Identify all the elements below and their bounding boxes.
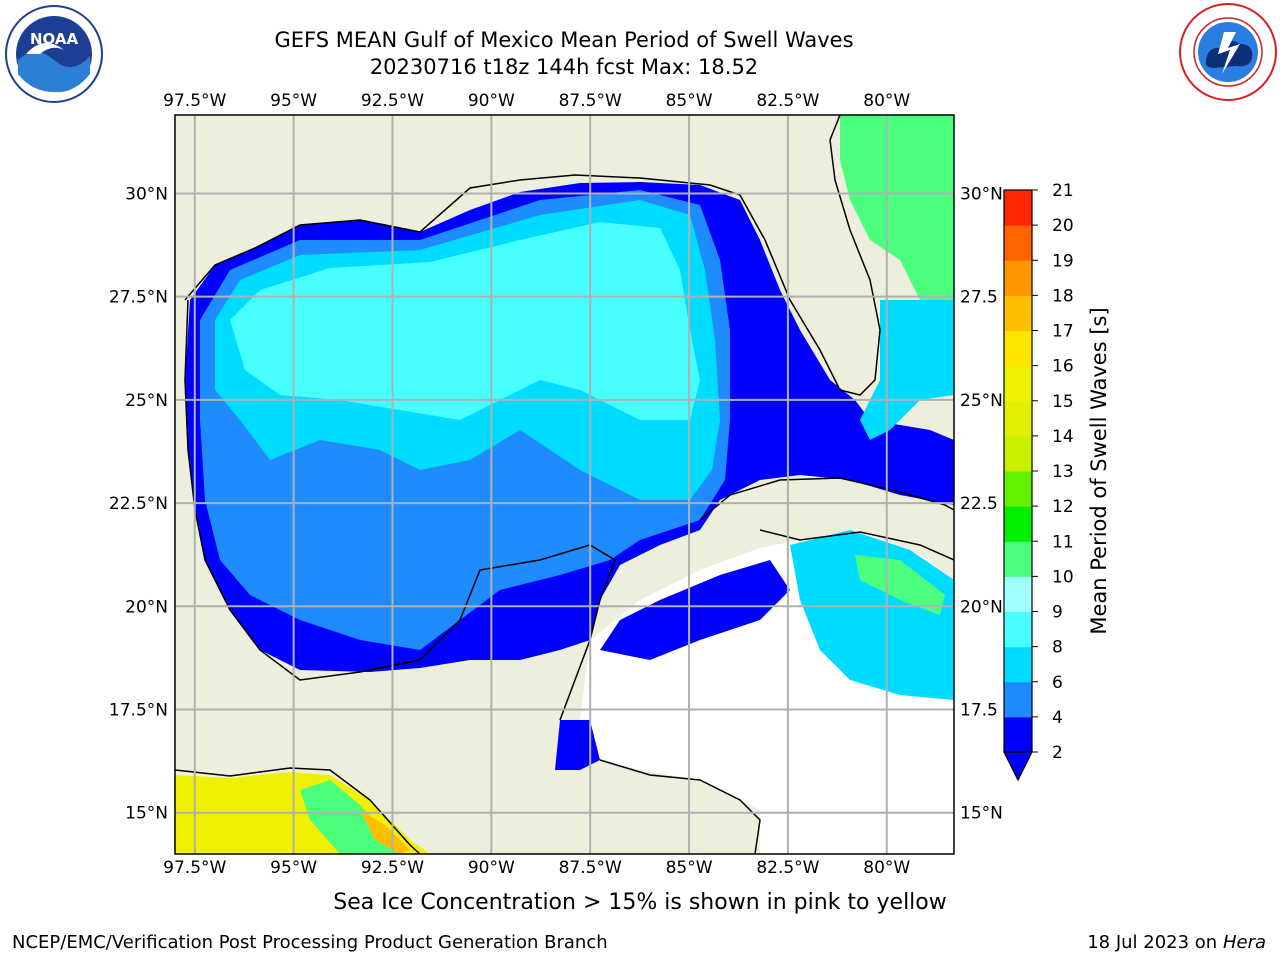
- lon-tick-label-bottom: 90°W: [468, 858, 515, 878]
- gulf-period-8-9: [230, 222, 700, 420]
- lat-tick-label-left: 22.5°N: [109, 494, 168, 514]
- machine-name: Hera: [1222, 932, 1266, 953]
- lat-tick-label-right: 25°N: [960, 391, 1003, 411]
- colorbar-under-triangle: [1003, 751, 1033, 782]
- axis-tick-labels: 97.5°W 97.5°W 95°W 95°W 92.5°W 92.5°W 90°W 90°W…: [109, 91, 1003, 878]
- colorbar-segment: [1004, 506, 1032, 542]
- pacific-period-15-16: [360, 810, 410, 854]
- colorbar-tick-label: 10: [1052, 567, 1074, 587]
- lat-tick-label-right: 20°N: [960, 597, 1003, 617]
- sea-ice-note: Sea Ice Concentration > 15% is shown in …: [333, 890, 947, 915]
- colorbar-segment: [1004, 330, 1032, 367]
- lon-tick-label-bottom: 80°W: [863, 858, 910, 878]
- caribbean-period-2-4: [600, 560, 790, 660]
- colorbar-tick-label: 6: [1052, 673, 1063, 693]
- credit-line: NCEP/EMC/Verification Post Processing Pr…: [12, 932, 608, 953]
- colorbar-segment: [1004, 365, 1032, 402]
- colorbar-tick-label: 21: [1052, 181, 1074, 201]
- caribbean-period-9-10: [855, 555, 945, 615]
- lat-tick-label-left: 25°N: [125, 391, 168, 411]
- colorbar-segment: [1004, 646, 1032, 683]
- lon-tick-label-top: 97.5°W: [163, 91, 226, 111]
- lat-tick-label-right: 22.5: [960, 494, 998, 514]
- colorbar-tick-label: 11: [1052, 532, 1074, 552]
- lon-tick-label-bottom: 87.5°W: [559, 858, 622, 878]
- lon-tick-label-top: 80°W: [863, 91, 910, 111]
- lon-tick-label-top: 82.5°W: [756, 91, 819, 111]
- colorbar-label: Mean Period of Swell Waves [s]: [1087, 307, 1111, 634]
- lon-tick-label-bottom: 85°W: [666, 858, 713, 878]
- colorbar-segment: [1004, 576, 1032, 612]
- caribbean-period-2-4-south: [555, 720, 600, 770]
- colorbar-segment: [1004, 471, 1032, 507]
- chart-title: GEFS MEAN Gulf of Mexico Mean Period of …: [274, 28, 854, 52]
- map-area: [175, 115, 954, 854]
- atlantic-period-6-8: [860, 300, 954, 440]
- lat-tick-label-right: 15°N: [960, 804, 1003, 824]
- colorbar-tick-label: 17: [1052, 322, 1074, 342]
- cuba-coastline: [699, 477, 954, 561]
- lat-tick-label-left: 17.5°N: [109, 701, 168, 721]
- colorbar-tick-label: 13: [1052, 462, 1074, 482]
- colorbar-segment: [1004, 681, 1032, 718]
- lon-tick-label-top: 85°W: [666, 91, 713, 111]
- map-frame: [174, 114, 955, 855]
- colorbar-tick-label: 8: [1052, 638, 1063, 658]
- chart-subtitle: 20230716 t18z 144h fcst Max: 18.52: [369, 55, 759, 79]
- colorbar-segment: [1004, 190, 1032, 226]
- lat-tick-label-left: 27.5°N: [109, 288, 168, 308]
- colorbar-segment: [1004, 716, 1032, 753]
- noaa-logo: NOAA: [5, 5, 103, 103]
- atlantic-period-9-10: [840, 115, 954, 300]
- colorbar-segment: [1004, 295, 1032, 331]
- colorbar-segment: [1004, 611, 1032, 648]
- colorbar-tick-label: 4: [1052, 708, 1063, 728]
- colorbar-segment: [1004, 260, 1032, 296]
- colorbar-segment: [1004, 225, 1032, 261]
- colorbar-tick-label: 2: [1052, 743, 1063, 763]
- lon-tick-label-top: 90°W: [468, 91, 515, 111]
- lon-tick-label-bottom: 92.5°W: [361, 858, 424, 878]
- colorbar-tick-label: 16: [1052, 357, 1074, 377]
- lat-tick-label-left: 30°N: [125, 184, 168, 204]
- lon-tick-label-top: 92.5°W: [361, 91, 424, 111]
- colorbar-tick-label: 19: [1052, 251, 1074, 271]
- colorbar-segment: [1004, 541, 1032, 577]
- lon-tick-label-bottom: 82.5°W: [756, 858, 819, 878]
- lon-tick-label-top: 95°W: [270, 91, 317, 111]
- colorbar-tick-label: 12: [1052, 497, 1074, 517]
- colorbar-tick-label: 9: [1052, 603, 1063, 623]
- colorbar-tick-label: 14: [1052, 427, 1074, 447]
- lat-tick-label-right: 17.5: [960, 701, 998, 721]
- central-america-coastline: [175, 759, 761, 854]
- colorbar: 2 4 6 8 9 10 11 12 13 14 15 16 17 18 19 20 21 Mean Period…: [1003, 181, 1111, 782]
- svg-text:NOAA: NOAA: [30, 30, 79, 48]
- lon-tick-label-bottom: 97.5°W: [163, 858, 226, 878]
- lat-tick-label-right: 27.5: [960, 288, 998, 308]
- colorbar-segment: [1004, 435, 1032, 472]
- lat-tick-label-right: 30°N: [960, 184, 1003, 204]
- lat-tick-label-left: 20°N: [125, 597, 168, 617]
- lat-tick-label-left: 15°N: [125, 804, 168, 824]
- colorbar-tick-label: 15: [1052, 392, 1074, 412]
- map-grid: [175, 115, 954, 854]
- colorbar-segment: [1004, 400, 1032, 437]
- nws-logo: [1179, 3, 1277, 101]
- colorbar-tick-label: 18: [1052, 286, 1074, 306]
- lon-tick-label-bottom: 95°W: [270, 858, 317, 878]
- colorbar-tick-label: 20: [1052, 216, 1074, 236]
- date-line: 18 Jul 2023 on Hera: [1087, 932, 1266, 953]
- lon-tick-label-top: 87.5°W: [559, 91, 622, 111]
- date-text: 18 Jul 2023 on: [1087, 932, 1223, 953]
